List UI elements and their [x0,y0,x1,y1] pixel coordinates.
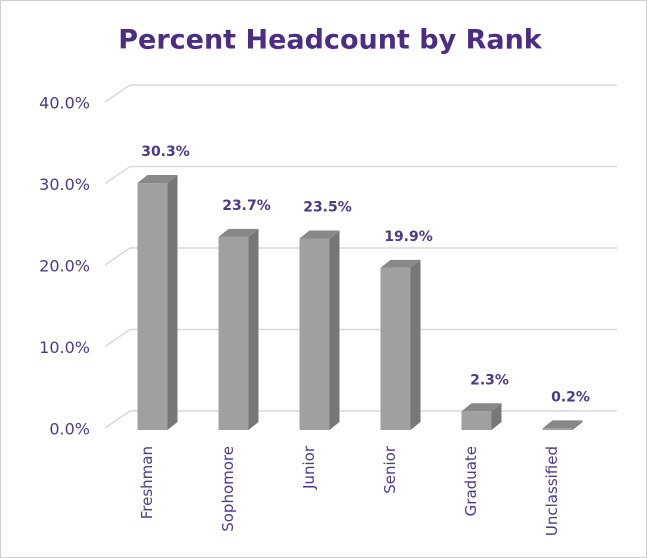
x-tick-label: Junior [300,445,318,490]
data-label: 23.5% [303,199,352,215]
bar-side [248,228,259,430]
bar [218,236,249,430]
grid-line [104,410,617,429]
chart-title: Percent Headcount by Rank [118,25,543,56]
y-tick-label: 10.0% [39,338,90,357]
x-tick-label: Senior [381,445,399,494]
data-label: 0.2% [551,389,590,405]
grid-line [104,328,617,348]
grid-line [104,247,617,266]
bar [542,428,573,430]
x-tick-label: Unclassified [543,446,561,536]
y-tick-label: 0.0% [49,420,90,439]
bar [299,238,330,430]
bar-top [380,259,421,268]
x-tick-label: Graduate [462,446,480,516]
data-label: 2.3% [470,372,509,388]
data-label: 23.7% [222,198,271,214]
y-tick-label: 40.0% [39,94,90,113]
grid-line [104,84,617,103]
x-tick-label: Freshman [138,446,156,519]
x-tick-label: Sophomore [219,446,237,532]
bar-top [461,403,502,412]
bar-side [410,259,421,430]
bar-side [167,175,178,430]
bar [380,267,411,430]
grid-line [104,165,617,185]
y-tick-label: 30.0% [39,175,90,194]
y-tick-label: 20.0% [39,257,90,276]
bar-top [542,420,583,429]
bar [461,411,492,430]
bar [137,183,168,430]
data-label: 30.3% [141,144,190,160]
bar-side [491,403,502,430]
bar-side [329,230,340,430]
bar-side [572,420,583,430]
bar-top [137,175,178,184]
data-label: 19.9% [384,229,433,245]
bar-top [218,228,259,237]
bar-top [299,230,340,239]
